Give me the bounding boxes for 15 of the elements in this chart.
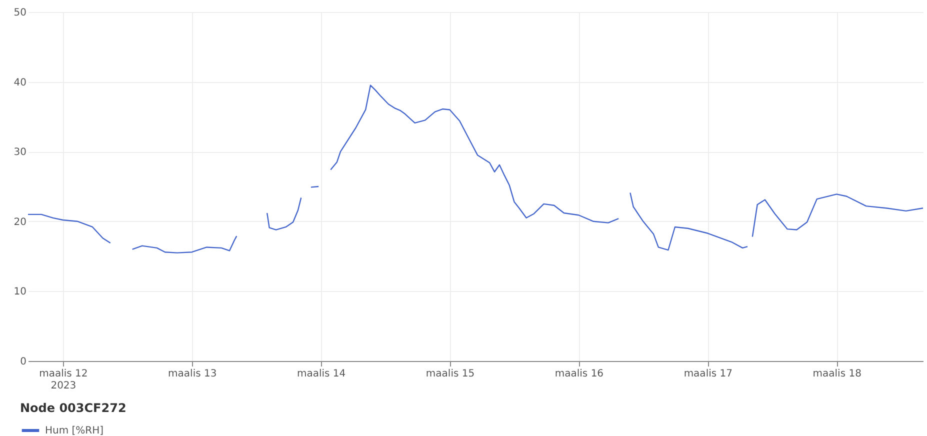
y-tick-label: 0 bbox=[20, 356, 26, 368]
x-tick-label: maalis 14 bbox=[296, 368, 346, 380]
x-tick-label: maalis 15 bbox=[426, 368, 475, 380]
legend-label: Hum [%RH] bbox=[45, 426, 104, 436]
y-tick-label: 50 bbox=[14, 8, 26, 18]
x-tick-label: maalis 17 bbox=[684, 368, 732, 380]
x-tick-label: maalis 13 bbox=[168, 368, 217, 380]
y-tick-label: 10 bbox=[14, 286, 26, 298]
x-tick-label: maalis 18 bbox=[812, 368, 862, 380]
y-tick-label: 20 bbox=[14, 216, 26, 228]
x-tick-label: maalis 12 2023 bbox=[39, 368, 88, 392]
x-tick-label: maalis 16 bbox=[554, 368, 604, 380]
y-tick-label: 40 bbox=[14, 77, 26, 88]
y-tick-label: 30 bbox=[14, 147, 26, 158]
legend-title: Node 003CF272 bbox=[20, 401, 126, 415]
